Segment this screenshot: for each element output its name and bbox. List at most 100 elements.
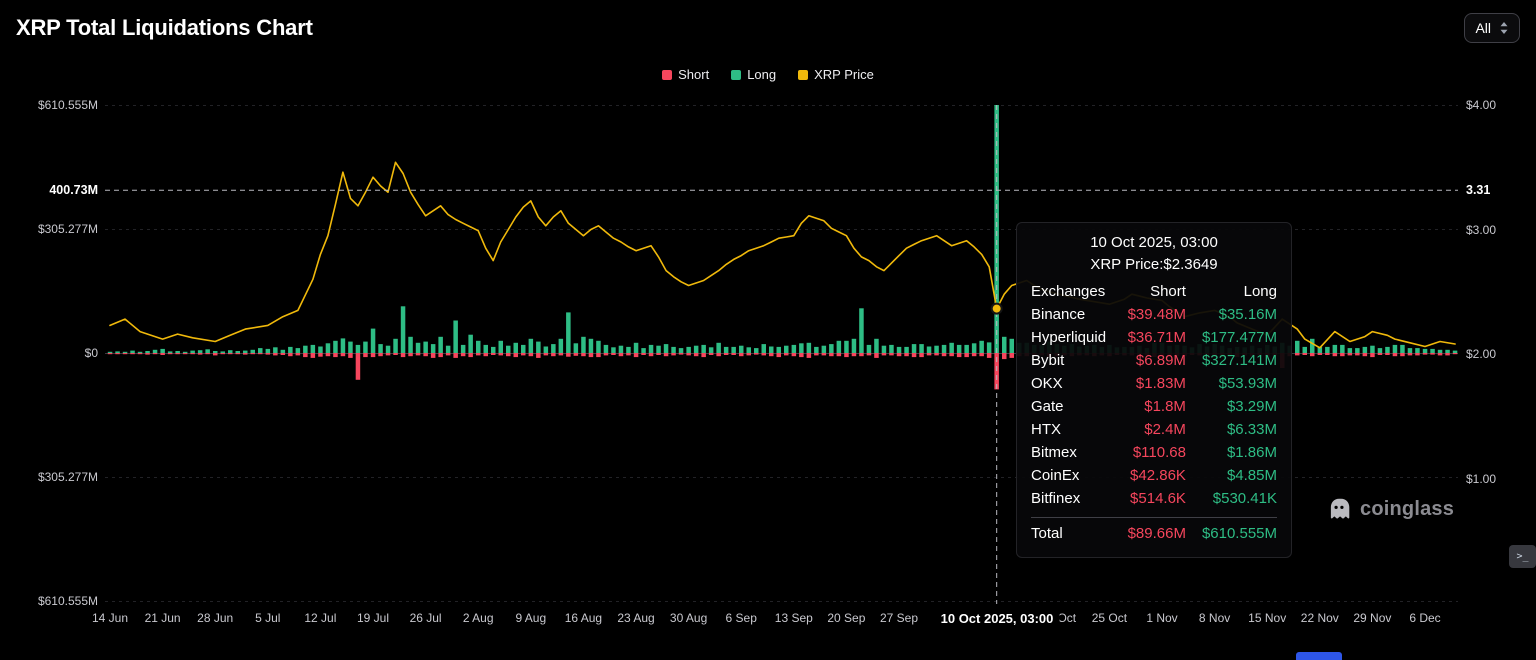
tooltip-exchange-name: Binance xyxy=(1031,306,1086,323)
tooltip-long-value: $53.93M xyxy=(1218,375,1277,392)
crosshair-price-label: 3.31 xyxy=(1466,183,1491,197)
tooltip-short-value: $36.71M xyxy=(1127,329,1186,346)
ghost-icon xyxy=(1330,498,1350,519)
y-axis-left-label: $305.277M xyxy=(37,222,98,236)
tooltip-exchange-name: Hyperliquid xyxy=(1031,329,1107,346)
tooltip-short-value: $1.83M xyxy=(1135,375,1186,392)
y-axis-left-label: $610.555M xyxy=(37,594,98,608)
x-axis-label: 6 Dec xyxy=(1409,611,1441,625)
x-axis-label: 19 Jul xyxy=(356,611,390,625)
x-axis: 14 Jun 21 Jun 28 Jun 5 Jul 12 Jul 19 Jul 26 Ju… xyxy=(0,611,1536,631)
x-axis-label: 30 Aug xyxy=(669,611,708,625)
tooltip-long-value: $1.86M xyxy=(1226,444,1277,461)
tooltip-exchange-name: Bitmex xyxy=(1031,444,1077,461)
legend-swatch-icon xyxy=(731,69,742,80)
x-axis-label: 26 Jul xyxy=(409,611,442,625)
coinglass-watermark: coinglass xyxy=(1326,496,1454,522)
crosshair-date-label: 10 Oct 2025, 03:00 xyxy=(934,610,1060,627)
y-axis-right-label: $2.00 xyxy=(1466,347,1497,361)
tooltip-short-value: $110.68 xyxy=(1132,444,1186,461)
tooltip-total-short: $89.66M xyxy=(1127,525,1186,542)
legend-item-xrp-price[interactable]: XRP Price xyxy=(798,67,874,82)
tooltip-col-short: Short xyxy=(1150,283,1186,300)
tooltip-short-value: $1.8M xyxy=(1144,398,1186,415)
tooltip-short-value: $39.48M xyxy=(1127,306,1186,323)
partial-button[interactable] xyxy=(1296,652,1342,660)
x-axis-label: Oct xyxy=(1057,611,1077,625)
legend-label: Long xyxy=(747,67,777,82)
x-axis-label: 20 Sep xyxy=(827,611,866,625)
tooltip-total-label: Total xyxy=(1031,525,1063,542)
x-axis-label: 1 Nov xyxy=(1146,611,1178,625)
x-axis-label: 22 Nov xyxy=(1300,611,1339,625)
legend-swatch-icon xyxy=(662,69,673,80)
x-axis-label: 16 Aug xyxy=(564,611,603,625)
tooltip-total-long: $610.555M xyxy=(1201,525,1277,542)
x-axis-label: 15 Nov xyxy=(1248,611,1287,625)
tooltip-exchange-name: Bitfinex xyxy=(1031,490,1081,507)
x-axis-label: 5 Jul xyxy=(255,611,281,625)
y-axis-left: $610.555M $305.277M $0 $305.277M $610.555M xyxy=(0,0,98,660)
tooltip-long-value: $4.85M xyxy=(1226,467,1277,484)
tooltip-short-value: $2.4M xyxy=(1144,421,1186,438)
tooltip-short-value: $42.86K xyxy=(1130,467,1186,484)
tooltip-exchange-name: Bybit xyxy=(1031,352,1065,369)
liquidation-tooltip: 10 Oct 2025, 03:00 XRP Price:$2.3649 Exc… xyxy=(1016,222,1292,558)
page-title: XRP Total Liquidations Chart xyxy=(16,15,313,40)
range-selector-value: All xyxy=(1475,20,1491,36)
x-axis-label: 27 Sep xyxy=(879,611,919,625)
y-axis-left-label: $305.277M xyxy=(37,469,98,484)
tooltip-separator xyxy=(1031,517,1277,518)
header: XRP Total Liquidations Chart All xyxy=(0,0,1536,56)
tooltip-exchange-name: OKX xyxy=(1031,375,1063,392)
tooltip-exchange-name: Gate xyxy=(1031,398,1064,415)
x-axis-label: 25 Oct xyxy=(1091,611,1128,625)
x-axis-label: 23 Aug xyxy=(617,611,655,625)
x-axis-label: 8 Nov xyxy=(1198,611,1231,625)
x-axis-label: 28 Jun xyxy=(197,611,234,625)
tooltip-long-value: $177.477M xyxy=(1201,329,1277,346)
legend-label: Short xyxy=(678,67,710,82)
crosshair-value-label: 400.73M xyxy=(0,183,98,197)
tooltip-long-value: $530.41K xyxy=(1212,490,1277,507)
tooltip-short-value: $514.6K xyxy=(1130,490,1186,507)
x-axis-label: 12 Jul xyxy=(304,611,337,625)
price-point-marker xyxy=(990,302,1003,315)
legend-swatch-icon xyxy=(798,69,809,80)
tooltip-col-long: Long xyxy=(1243,283,1277,300)
legend-label: XRP Price xyxy=(814,67,874,82)
tooltip-table: Exchanges Short Long Binance $39.48M $35.1… xyxy=(1031,280,1277,545)
x-axis-label: 29 Nov xyxy=(1353,611,1392,625)
tooltip-date: 10 Oct 2025, 03:00 xyxy=(1090,234,1218,251)
y-axis-left-label: $0 xyxy=(84,346,98,360)
y-axis-right-label: $3.00 xyxy=(1466,222,1497,237)
y-axis-left-label: $610.555M xyxy=(37,98,98,112)
tooltip-long-value: $327.141M xyxy=(1201,352,1277,369)
y-axis-right-label: $1.00 xyxy=(1466,471,1497,486)
tooltip-exchange-name: CoinEx xyxy=(1031,467,1080,484)
tooltip-short-value: $6.89M xyxy=(1135,352,1186,369)
legend-item-short[interactable]: Short xyxy=(662,67,709,82)
tooltip-exchange-name: HTX xyxy=(1031,421,1061,438)
x-axis-label: 13 Sep xyxy=(774,611,813,625)
legend-item-long[interactable]: Long xyxy=(731,67,776,82)
chart-legend: Short Long XRP Price xyxy=(0,67,1536,82)
x-axis-label: 6 Sep xyxy=(725,611,757,625)
y-axis-right-label: $4.00 xyxy=(1466,98,1497,112)
x-axis-label: 21 Jun xyxy=(144,611,181,625)
tooltip-long-value: $3.29M xyxy=(1226,398,1277,415)
range-selector-button[interactable]: All xyxy=(1464,13,1520,43)
watermark-text: coinglass xyxy=(1360,497,1455,520)
up-down-arrows-icon xyxy=(1500,22,1508,34)
x-axis-label: 14 Jun xyxy=(91,611,129,625)
x-axis-label: 9 Aug xyxy=(515,611,547,625)
crosshair-lines xyxy=(105,105,1458,604)
terminal-icon: >_ xyxy=(1516,551,1529,562)
x-axis-label: 2 Aug xyxy=(462,611,494,625)
tooltip-col-exchanges: Exchanges xyxy=(1031,283,1106,300)
terminal-button[interactable]: >_ xyxy=(1509,545,1536,568)
tooltip-long-value: $35.16M xyxy=(1218,306,1277,323)
tooltip-long-value: $6.33M xyxy=(1226,421,1277,438)
tooltip-price: XRP Price:$2.3649 xyxy=(1090,256,1218,273)
